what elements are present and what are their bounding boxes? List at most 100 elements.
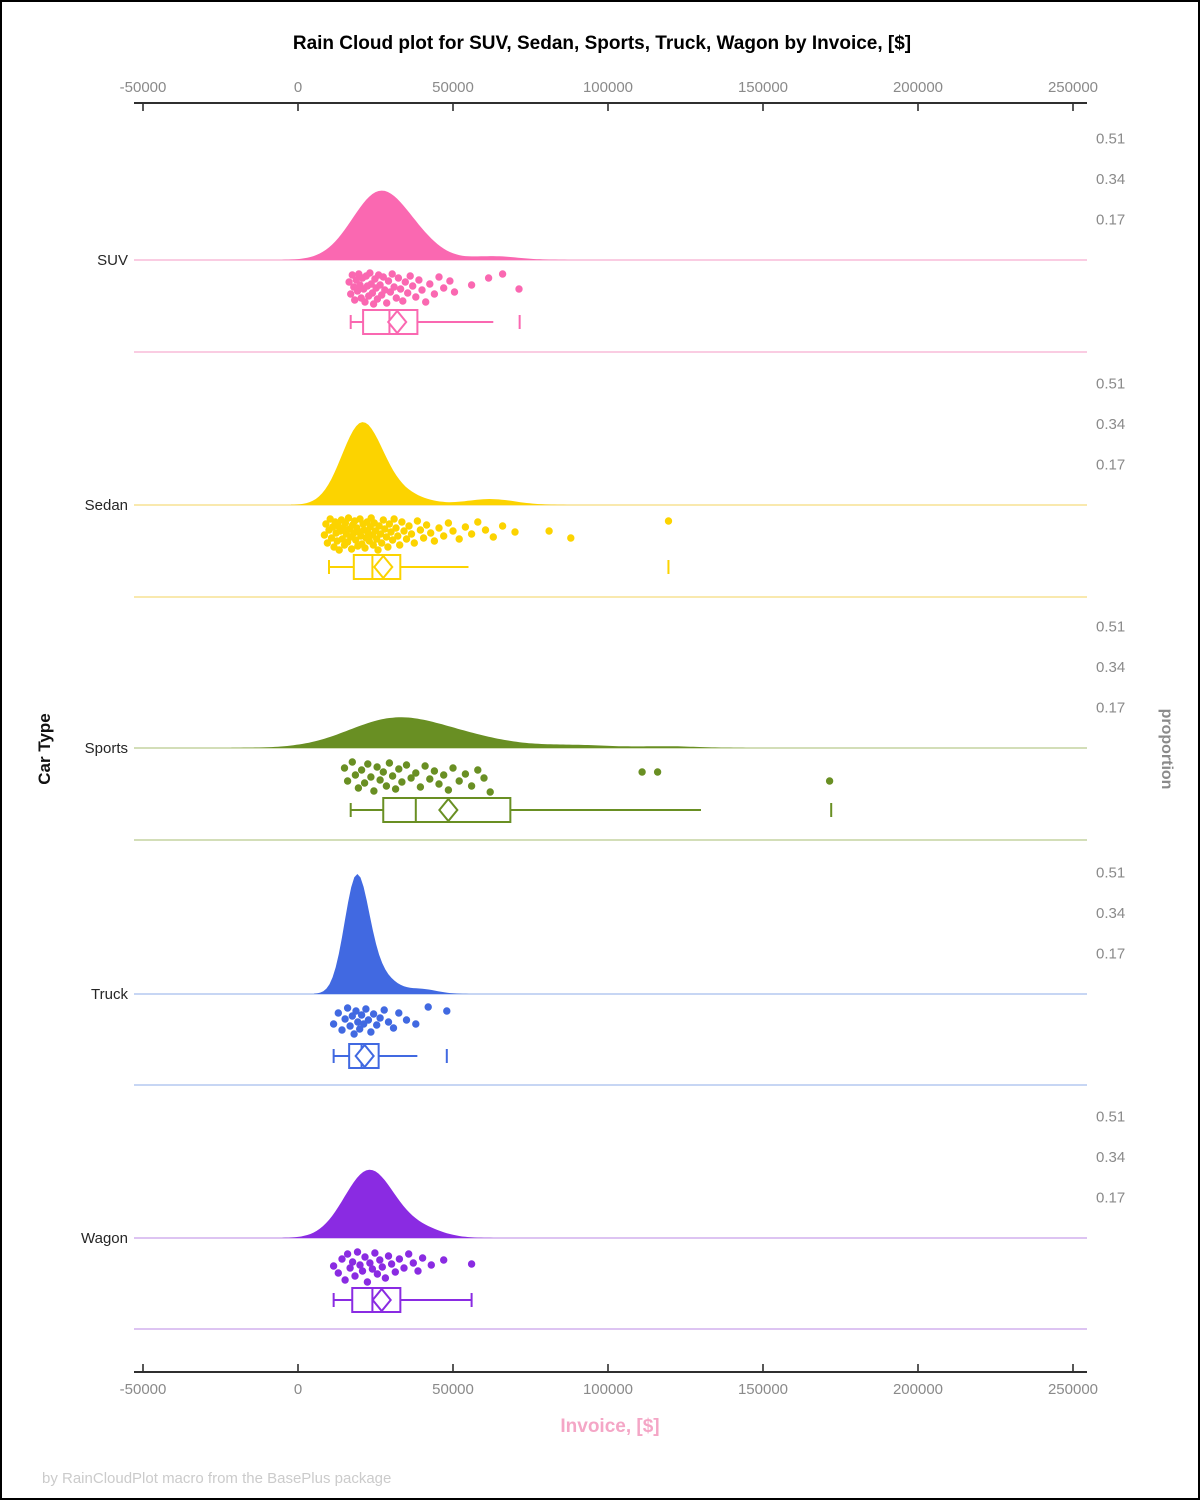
- rain-point: [418, 286, 426, 294]
- rain-point: [413, 517, 422, 525]
- rain-point: [376, 1014, 384, 1022]
- proportion-tick-label: 0.51: [1096, 619, 1125, 636]
- rain-point: [440, 771, 448, 779]
- rain-point: [369, 300, 378, 308]
- density-cloud: [231, 717, 768, 748]
- rain-point: [405, 522, 413, 530]
- rain-point: [394, 274, 403, 282]
- rain-point: [390, 283, 398, 291]
- rain-point: [363, 1278, 372, 1286]
- rain-point: [373, 535, 381, 543]
- rain-point: [392, 294, 400, 302]
- rain-point: [395, 1255, 404, 1263]
- chart-graphics: -50000 -50000 0 0 50000 50000 100000 100000 1500…: [81, 79, 1125, 1398]
- panel-suv: SUV 0.17 0.34 0.51: [97, 131, 1125, 353]
- rain-point: [345, 278, 353, 286]
- rain-point: [362, 1005, 370, 1013]
- rain-point: [567, 534, 575, 542]
- rain-point: [387, 1260, 396, 1268]
- rain-point: [388, 772, 397, 780]
- rain-point: [467, 1260, 476, 1268]
- proportion-tick-label: 0.17: [1096, 212, 1125, 229]
- rain-point: [341, 1015, 349, 1023]
- rain-point: [384, 1018, 393, 1026]
- rain-point: [481, 526, 490, 534]
- rain-point: [373, 763, 381, 771]
- rain-point: [361, 544, 369, 552]
- rain-point: [380, 1006, 388, 1014]
- rain-point: [340, 764, 349, 772]
- rain-point: [395, 1009, 403, 1017]
- rain-point: [361, 298, 369, 306]
- rain-point: [334, 1269, 342, 1277]
- rain-point: [446, 277, 454, 285]
- rain-point: [435, 273, 443, 281]
- rain-point: [398, 778, 406, 786]
- proportion-tick-label: 0.34: [1096, 416, 1125, 433]
- rain-point: [664, 517, 673, 525]
- rain-point: [385, 520, 394, 528]
- rain-point: [391, 1268, 399, 1276]
- rain-point: [402, 535, 411, 543]
- rain-point: [378, 1263, 386, 1271]
- rain-point: [387, 528, 395, 536]
- rain-point: [416, 526, 425, 534]
- proportion-tick-label: 0.17: [1096, 946, 1125, 963]
- rain-point: [412, 769, 420, 777]
- rain-point: [346, 1264, 354, 1272]
- rain-point: [410, 539, 418, 547]
- rain-point: [384, 543, 392, 551]
- rain-point: [379, 273, 387, 281]
- rain-point: [419, 534, 428, 542]
- rain-point: [396, 285, 405, 293]
- rain-point: [367, 1028, 375, 1036]
- rain-point: [443, 1007, 451, 1015]
- rain-point: [450, 288, 459, 296]
- density-cloud: [314, 874, 477, 994]
- rain-point: [486, 788, 494, 796]
- rain-point: [373, 1270, 382, 1278]
- rain-point: [498, 270, 507, 278]
- rain-point: [653, 768, 662, 776]
- density-cloud: [291, 422, 577, 505]
- proportion-tick-label: 0.34: [1096, 1149, 1125, 1166]
- rain-point: [480, 774, 488, 782]
- rain-point: [347, 545, 356, 553]
- x-tick-label-top: 50000: [432, 79, 474, 96]
- rain-point: [327, 534, 336, 542]
- rain-point: [379, 768, 387, 776]
- panel-wagon: Wagon 0.17 0.34 0.51: [81, 1109, 1125, 1330]
- rain-point: [430, 767, 439, 775]
- x-tick-label-top: 150000: [738, 79, 788, 96]
- rain-point: [346, 1022, 354, 1030]
- rain-point: [383, 299, 391, 307]
- rain-point: [364, 1016, 373, 1024]
- rain-point: [384, 277, 393, 285]
- rain-point: [467, 782, 476, 790]
- rain-point: [545, 527, 553, 535]
- rain-point: [511, 528, 519, 536]
- rain-point: [404, 289, 412, 297]
- proportion-tick-label: 0.51: [1096, 865, 1125, 882]
- density-cloud: [282, 1169, 498, 1238]
- rain-point: [427, 1261, 435, 1269]
- rain-point: [426, 775, 434, 783]
- rain-point: [407, 774, 415, 782]
- x-tick-label-bottom: 0: [294, 1381, 302, 1398]
- rain-point: [382, 782, 391, 790]
- rain-point: [354, 1018, 362, 1026]
- rain-point: [351, 771, 360, 779]
- rain-point: [474, 518, 482, 526]
- rain-point: [489, 533, 497, 541]
- rain-point: [357, 1011, 366, 1019]
- rain-point: [430, 290, 439, 298]
- rain-point: [455, 777, 463, 785]
- proportion-tick-label: 0.51: [1096, 1109, 1125, 1126]
- rain-point: [351, 296, 359, 304]
- mean-diamond: [438, 797, 459, 823]
- rain-point: [455, 535, 463, 543]
- rain-point: [323, 539, 332, 547]
- rain-point: [352, 1007, 360, 1015]
